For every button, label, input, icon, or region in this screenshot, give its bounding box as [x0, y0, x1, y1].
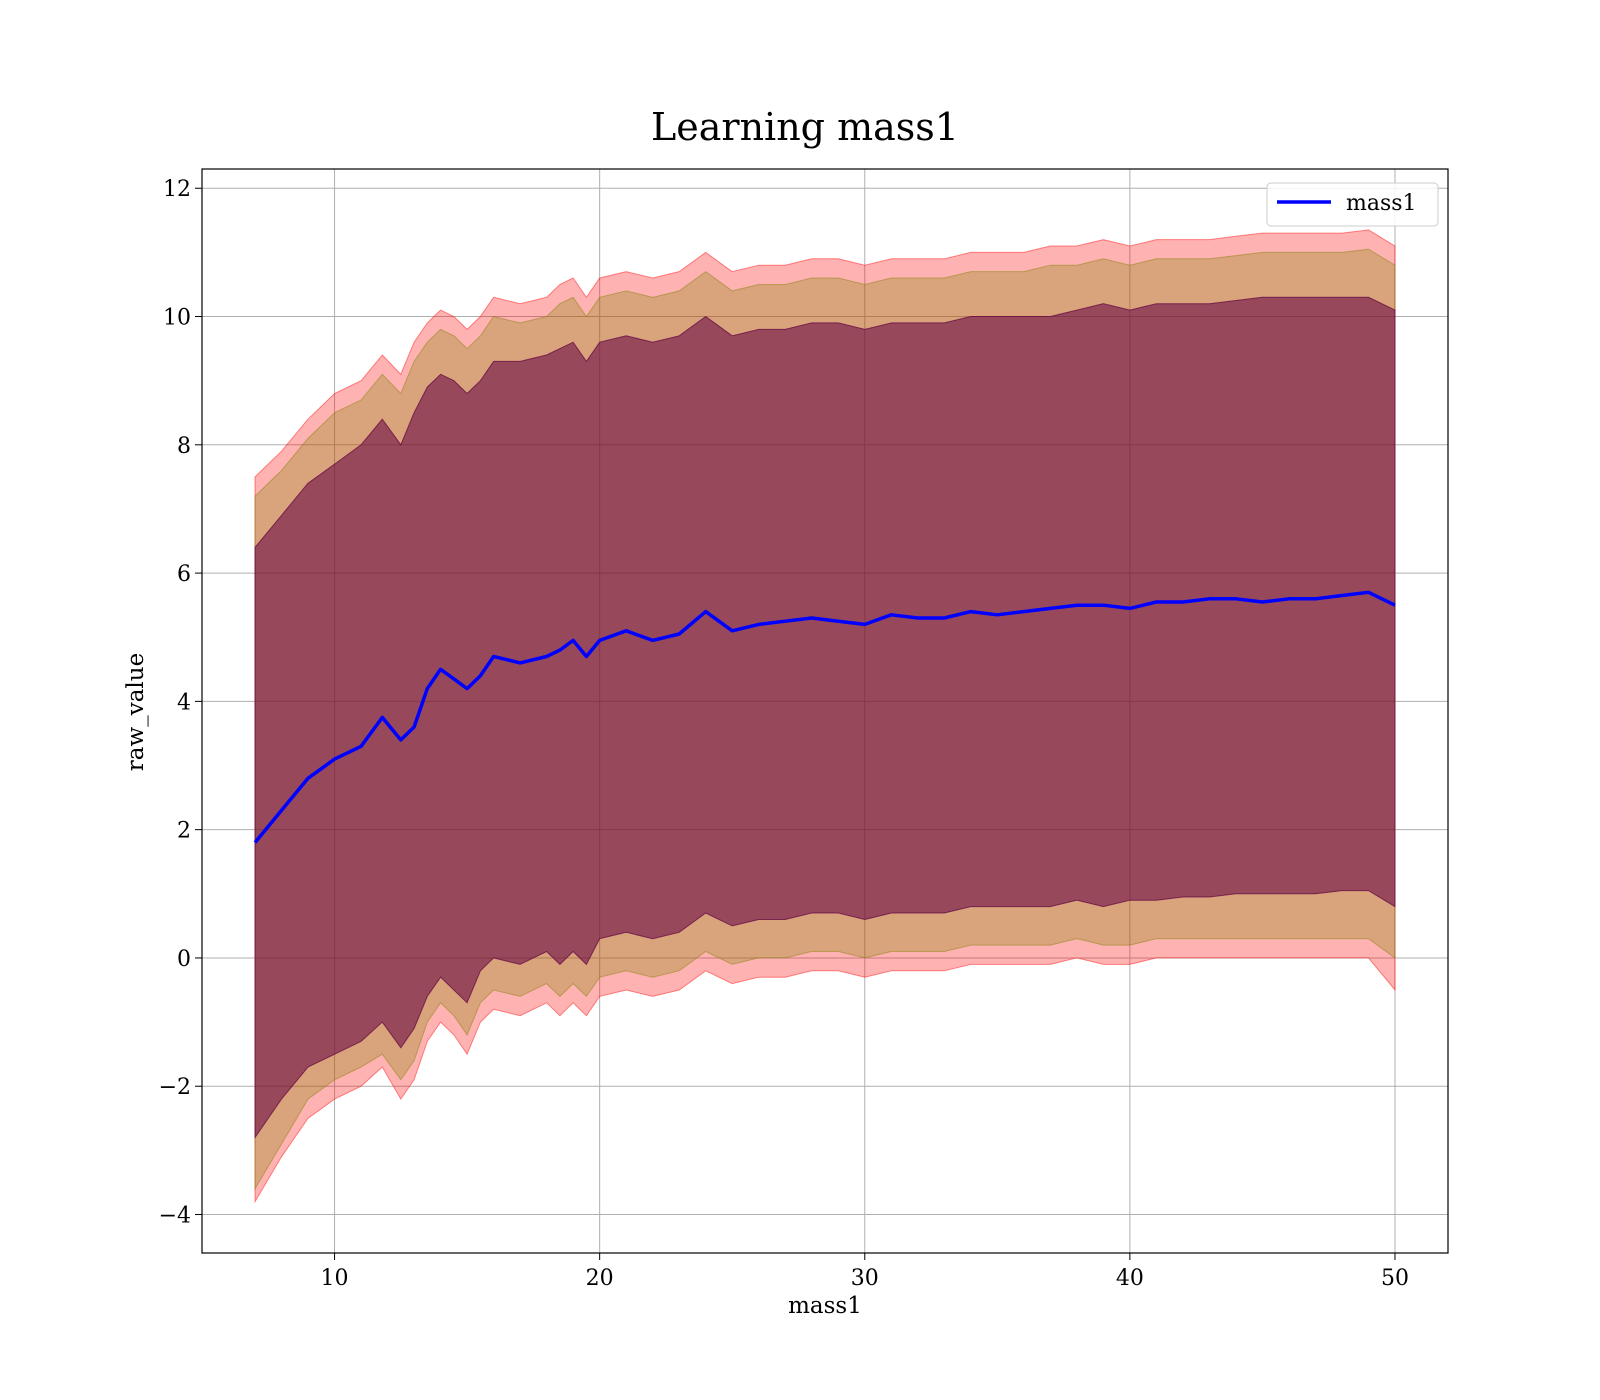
- legend-box: [1266, 182, 1439, 227]
- y-tick-label: 10: [163, 306, 191, 331]
- y-tick-label: 4: [177, 690, 191, 715]
- x-axis-label: mass1: [788, 1293, 862, 1319]
- y-tick-label: 2: [177, 819, 191, 844]
- ticks: 10 20 30 40 50 −4 −2 0 2 4 6 8 10 12: [159, 177, 1409, 1291]
- y-tick-label: 8: [177, 434, 191, 459]
- legend-label-mass1: mass1: [1346, 191, 1417, 216]
- y-tick-label: 0: [177, 947, 191, 972]
- band-2: [254, 296, 1396, 1140]
- chart-title: Learning mass1: [651, 105, 959, 149]
- x-tick-label: 50: [1381, 1266, 1409, 1291]
- y-tick-label: 12: [163, 177, 191, 202]
- y-tick-label: −2: [159, 1075, 191, 1100]
- x-tick-label: 30: [851, 1266, 879, 1291]
- y-axis-label: raw_value: [123, 653, 149, 771]
- plot-frame: [201, 168, 1449, 1254]
- series-line-mass1: [253, 590, 1396, 844]
- bands: [254, 229, 1396, 1204]
- y-tick-label: −4: [159, 1204, 191, 1229]
- y-tick-label: 6: [177, 562, 191, 587]
- x-tick-label: 40: [1116, 1266, 1144, 1291]
- series-lines: [253, 590, 1396, 844]
- x-tick-label: 20: [586, 1266, 614, 1291]
- x-tick-label: 10: [321, 1266, 349, 1291]
- legend: mass1: [1266, 182, 1439, 227]
